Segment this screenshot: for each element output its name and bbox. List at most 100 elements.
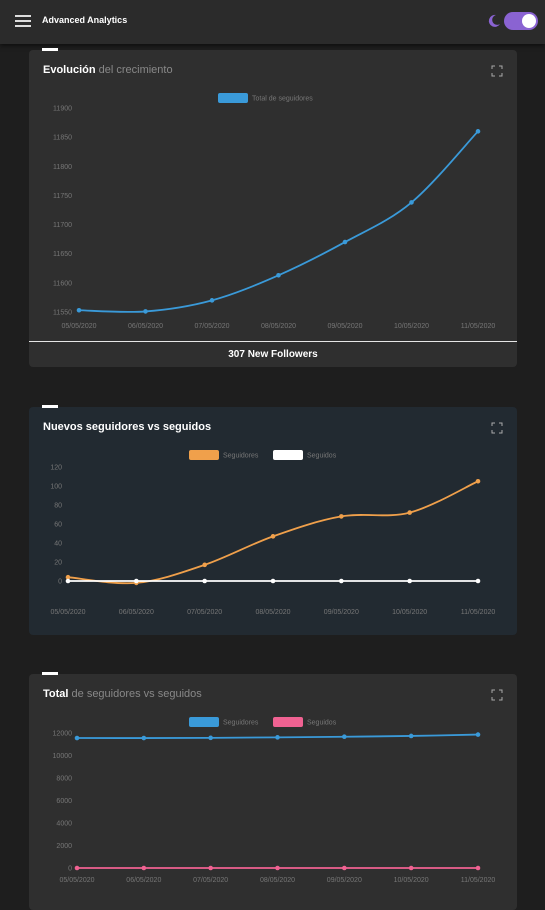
app-title: Advanced Analytics — [42, 15, 128, 25]
toggle-knob — [522, 14, 536, 28]
data-point — [276, 272, 281, 278]
x-tick-label: 06/05/2020 — [119, 609, 154, 616]
data-point — [342, 865, 347, 871]
series-line — [67, 480, 479, 585]
card-title-bold: Total — [43, 688, 69, 700]
y-tick-label: 11600 — [53, 280, 72, 287]
legend-label: Total de seguidores — [252, 96, 313, 103]
x-tick-label: 06/05/2020 — [126, 877, 161, 884]
data-point — [208, 735, 213, 741]
new-followers-label: 307 New Followers — [228, 349, 318, 360]
new-followers-vs-following-card: Nuevos seguidores vs seguidos 0 20 40 60 80 1… — [29, 405, 517, 635]
y-tick-label: 8000 — [56, 776, 72, 783]
card-title-subtitle: del crecimiento — [95, 64, 173, 76]
data-point — [65, 578, 71, 584]
legend-label: Seguidores — [223, 453, 259, 460]
series-line — [78, 130, 479, 313]
card-tab-indicator — [42, 48, 58, 51]
legend-swatch — [218, 93, 248, 103]
data-point — [209, 298, 215, 303]
card-title: Nuevos seguidores vs seguidos — [43, 421, 211, 433]
x-tick-label: 08/05/2020 — [260, 877, 295, 884]
top-app-bar: Advanced Analytics — [0, 0, 545, 44]
x-tick-label: 08/05/2020 — [261, 323, 296, 330]
legend-swatch — [189, 717, 219, 727]
y-tick-label: 11750 — [53, 193, 72, 200]
data-point — [65, 574, 71, 580]
footer-divider — [29, 341, 517, 342]
y-tick-label: 60 — [54, 522, 62, 529]
data-point — [342, 239, 348, 245]
legend-swatch — [273, 450, 303, 460]
x-tick-label: 05/05/2020 — [61, 323, 96, 330]
data-point — [339, 514, 344, 519]
x-tick-label: 08/05/2020 — [255, 609, 290, 616]
y-tick-label: 120 — [50, 465, 62, 472]
card-title: Evolución del crecimiento — [43, 64, 173, 76]
data-point — [342, 734, 347, 740]
y-tick-label: 80 — [54, 503, 62, 510]
data-point — [408, 733, 414, 739]
y-tick-label: 100 — [50, 484, 62, 491]
x-tick-label: 10/05/2020 — [392, 609, 427, 616]
x-tick-label: 09/05/2020 — [327, 877, 362, 884]
x-tick-label: 11/05/2020 — [461, 877, 496, 884]
data-point — [475, 578, 481, 584]
data-point — [475, 478, 481, 484]
legend-label: Seguidos — [307, 453, 337, 460]
data-point — [208, 865, 213, 871]
data-point — [339, 578, 344, 584]
x-tick-label: 06/05/2020 — [128, 323, 163, 330]
x-tick-label: 11/05/2020 — [461, 609, 496, 616]
expand-icon[interactable] — [491, 422, 503, 434]
x-tick-label: 05/05/2020 — [50, 609, 85, 616]
data-point — [407, 578, 412, 584]
y-tick-label: 11850 — [53, 135, 72, 142]
card-title-bold: Nuevos seguidores vs seguidos — [43, 421, 212, 433]
card-title-bold: Evolución — [43, 64, 96, 76]
x-tick-label: 07/05/2020 — [194, 323, 229, 330]
data-point — [74, 735, 80, 741]
data-point — [134, 578, 139, 584]
expand-icon[interactable] — [491, 689, 503, 701]
data-point — [270, 534, 276, 539]
x-tick-label: 11/05/2020 — [461, 323, 496, 330]
y-tick-label: 0 — [68, 866, 72, 873]
y-tick-label: 11800 — [53, 164, 72, 171]
dark-mode-toggle[interactable] — [504, 12, 538, 30]
data-point — [141, 865, 147, 871]
data-point — [141, 735, 147, 741]
data-point — [275, 735, 280, 740]
data-point — [475, 732, 481, 737]
data-point — [475, 865, 481, 871]
data-point — [202, 562, 207, 568]
x-tick-label: 10/05/2020 — [394, 323, 429, 330]
legend-label: Seguidos — [307, 720, 337, 727]
y-tick-label: 11650 — [53, 251, 72, 258]
data-point — [74, 865, 80, 871]
x-tick-label: 07/05/2020 — [187, 609, 222, 616]
legend-swatch — [189, 450, 219, 460]
card-title-subtitle: de seguidores vs seguidos — [68, 688, 202, 700]
data-point — [275, 865, 280, 871]
data-point — [143, 309, 148, 314]
data-point — [202, 578, 207, 584]
x-tick-label: 07/05/2020 — [193, 877, 228, 884]
expand-icon[interactable] — [491, 65, 503, 77]
data-point — [76, 307, 82, 313]
y-tick-label: 11550 — [53, 310, 72, 317]
x-tick-label: 10/05/2020 — [394, 877, 429, 884]
legend-label: Seguidores — [223, 720, 259, 727]
moon-icon — [488, 14, 500, 27]
y-tick-label: 6000 — [56, 798, 72, 805]
growth-chart: 11550 11600 11650 11700 11750 11800 11850 11900… — [53, 93, 496, 330]
card-title: Total de seguidores vs seguidos — [43, 688, 202, 700]
growth-card: Evolución del crecimiento 11550 11600 1165… — [29, 48, 517, 367]
hamburger-menu-icon[interactable] — [15, 15, 31, 27]
y-tick-label: 11700 — [53, 222, 72, 229]
total-followers-card: Total de seguidores vs seguidos 0 2000 400… — [29, 672, 517, 910]
y-tick-label: 40 — [54, 541, 62, 548]
new-followers-chart: 0 20 40 60 80 100 120 05/05/2020 06/05/2020 07/05… — [50, 450, 496, 616]
x-tick-label: 05/05/2020 — [59, 877, 94, 884]
data-point — [407, 510, 412, 515]
